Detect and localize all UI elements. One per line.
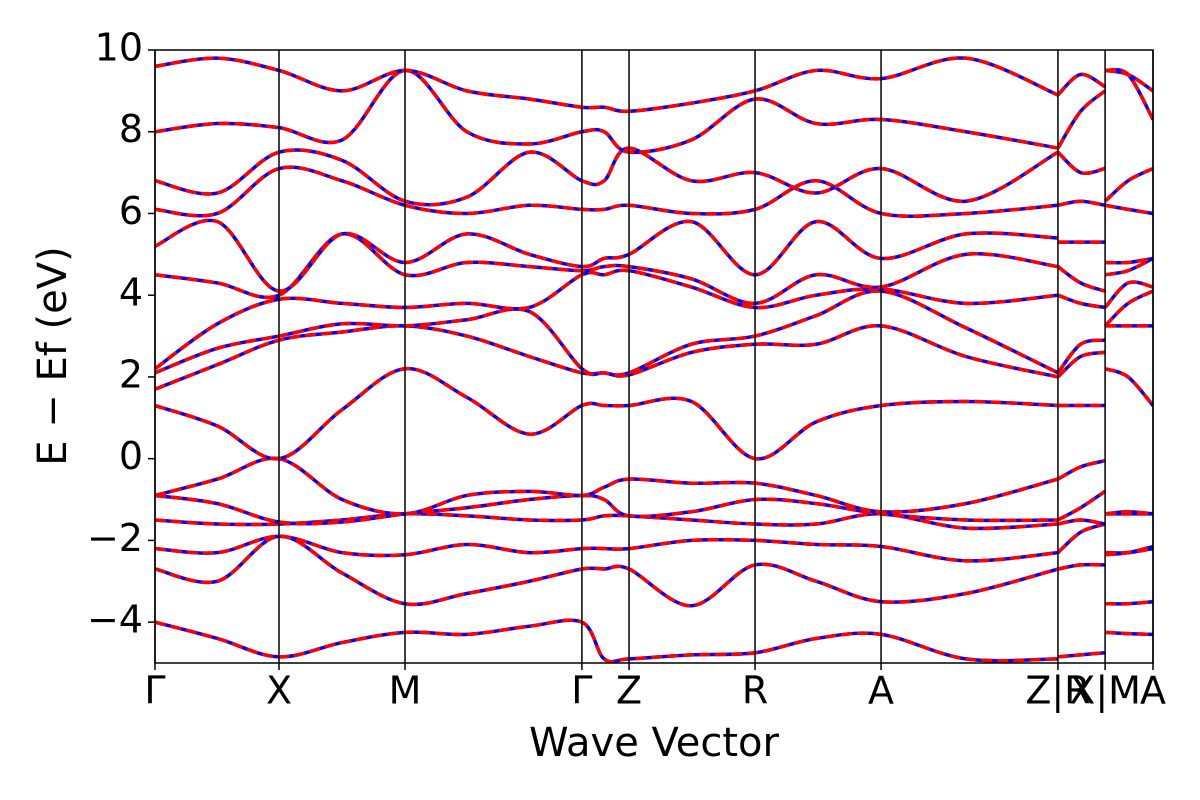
band-line [155,456,1153,516]
band-line [155,367,1153,461]
band-line [155,268,1153,371]
x-axis-label: Wave Vector [529,720,780,766]
x-tick-label: R [742,669,768,713]
band-line [155,618,1153,663]
y-axis-label: E − Ef (eV) [30,246,76,465]
y-tick-label: 4 [119,271,143,315]
x-tick-label: Z [616,669,642,713]
x-tick-label: Γ [144,669,165,713]
x-tick-label: Γ [571,669,592,713]
y-tick-label: 0 [119,434,143,478]
x-tick-label: M [389,669,422,713]
band-line [155,56,1153,114]
band-line [155,324,1153,391]
band-line [155,165,1153,218]
band-line [155,56,1153,114]
band-line [155,165,1153,218]
band-line [155,522,1153,563]
y-tick-label: 8 [119,107,143,151]
band-line [155,489,1153,555]
x-tick-label: A [868,669,894,713]
y-tick-label: −2 [87,516,143,560]
x-tick-label: Z|R [1025,669,1090,714]
band-line [155,268,1153,371]
band-line [155,289,1153,377]
y-tick-label: 2 [119,352,143,396]
y-tick-label: −4 [87,598,143,642]
x-tick-label: X [266,669,292,713]
axes-frame [154,49,1154,664]
band-line [155,534,1153,608]
x-tick-label: A [1140,669,1166,713]
band-line [155,218,1153,293]
band-line [155,456,1153,516]
y-tick-label: 6 [119,189,143,233]
x-tick-label: X|M [1069,669,1141,714]
band-line [155,232,1153,306]
y-tick-label: 10 [95,26,143,70]
band-line [155,146,1153,207]
plot-area [155,56,1153,663]
band-line [155,146,1153,207]
band-line [155,324,1153,391]
